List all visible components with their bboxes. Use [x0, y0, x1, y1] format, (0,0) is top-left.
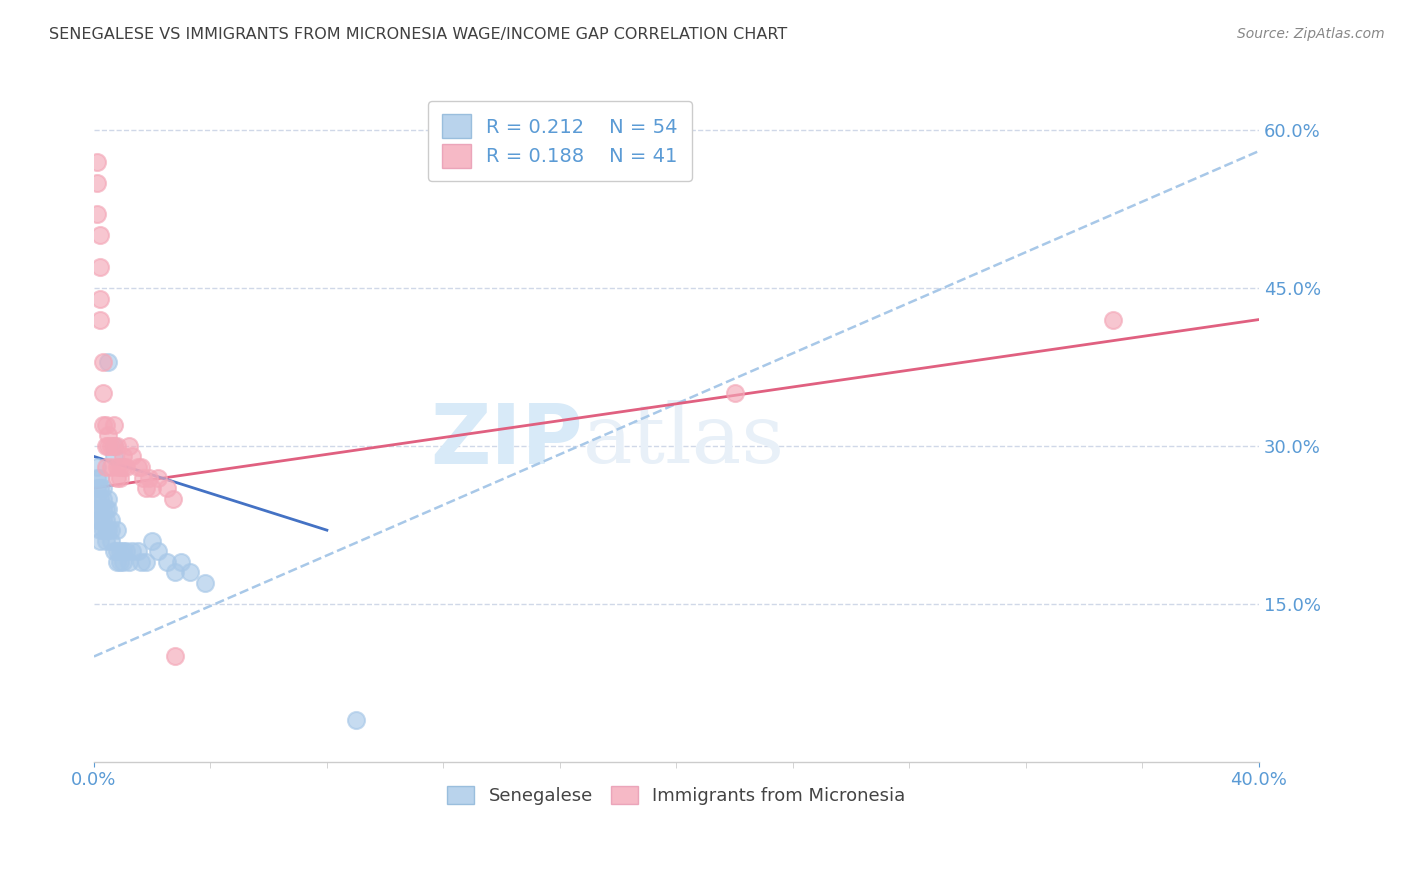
Point — [86, 491, 108, 506]
Point — [86, 481, 108, 495]
Point — [103, 450, 125, 464]
Text: SENEGALESE VS IMMIGRANTS FROM MICRONESIA WAGE/INCOME GAP CORRELATION CHART: SENEGALESE VS IMMIGRANTS FROM MICRONESIA… — [49, 27, 787, 42]
Point — [118, 555, 141, 569]
Point — [141, 481, 163, 495]
Point — [141, 533, 163, 548]
Point — [89, 260, 111, 274]
Point — [97, 428, 120, 442]
Point — [89, 533, 111, 548]
Point — [108, 470, 131, 484]
Point — [344, 713, 367, 727]
Point — [91, 386, 114, 401]
Point — [108, 460, 131, 475]
Point — [86, 207, 108, 221]
Point — [94, 533, 117, 548]
Point — [132, 470, 155, 484]
Point — [165, 566, 187, 580]
Point — [86, 154, 108, 169]
Point — [146, 544, 169, 558]
Point — [112, 544, 135, 558]
Point — [94, 439, 117, 453]
Point — [97, 523, 120, 537]
Point — [194, 575, 217, 590]
Point — [86, 513, 108, 527]
Point — [129, 460, 152, 475]
Point — [89, 523, 111, 537]
Point — [94, 460, 117, 475]
Point — [105, 439, 128, 453]
Point — [118, 439, 141, 453]
Point — [97, 354, 120, 368]
Point — [97, 502, 120, 516]
Point — [89, 312, 111, 326]
Point — [135, 481, 157, 495]
Point — [105, 460, 128, 475]
Point — [103, 417, 125, 432]
Point — [91, 502, 114, 516]
Legend: Senegalese, Immigrants from Micronesia: Senegalese, Immigrants from Micronesia — [439, 777, 915, 814]
Point — [108, 555, 131, 569]
Point — [723, 386, 745, 401]
Point — [91, 481, 114, 495]
Point — [103, 439, 125, 453]
Text: Source: ZipAtlas.com: Source: ZipAtlas.com — [1237, 27, 1385, 41]
Point — [91, 354, 114, 368]
Point — [165, 649, 187, 664]
Point — [138, 470, 160, 484]
Text: ZIP: ZIP — [430, 400, 583, 481]
Point — [100, 513, 122, 527]
Point — [170, 555, 193, 569]
Point — [115, 544, 138, 558]
Point — [112, 450, 135, 464]
Point — [108, 544, 131, 558]
Point — [121, 544, 143, 558]
Point — [89, 502, 111, 516]
Point — [156, 481, 179, 495]
Point — [179, 566, 201, 580]
Point — [91, 417, 114, 432]
Point — [127, 460, 149, 475]
Point — [105, 544, 128, 558]
Point — [105, 523, 128, 537]
Point — [156, 555, 179, 569]
Point — [89, 491, 111, 506]
Point — [97, 491, 120, 506]
Point — [89, 481, 111, 495]
Point — [94, 513, 117, 527]
Point — [103, 544, 125, 558]
Point — [86, 470, 108, 484]
Point — [89, 470, 111, 484]
Point — [112, 460, 135, 475]
Point — [146, 470, 169, 484]
Point — [162, 491, 184, 506]
Point — [100, 460, 122, 475]
Point — [115, 460, 138, 475]
Point — [91, 513, 114, 527]
Point — [86, 502, 108, 516]
Point — [103, 439, 125, 453]
Point — [91, 523, 114, 537]
Point — [94, 523, 117, 537]
Point — [86, 460, 108, 475]
Point — [94, 502, 117, 516]
Point — [1102, 312, 1125, 326]
Point — [100, 439, 122, 453]
Point — [97, 439, 120, 453]
Point — [112, 555, 135, 569]
Point — [86, 176, 108, 190]
Point — [105, 555, 128, 569]
Point — [100, 533, 122, 548]
Text: atlas: atlas — [583, 401, 786, 480]
Point — [89, 228, 111, 243]
Point — [91, 491, 114, 506]
Point — [135, 555, 157, 569]
Point — [105, 470, 128, 484]
Point — [94, 417, 117, 432]
Point — [127, 544, 149, 558]
Point — [121, 450, 143, 464]
Point — [89, 513, 111, 527]
Point — [89, 292, 111, 306]
Point — [129, 555, 152, 569]
Point — [100, 523, 122, 537]
